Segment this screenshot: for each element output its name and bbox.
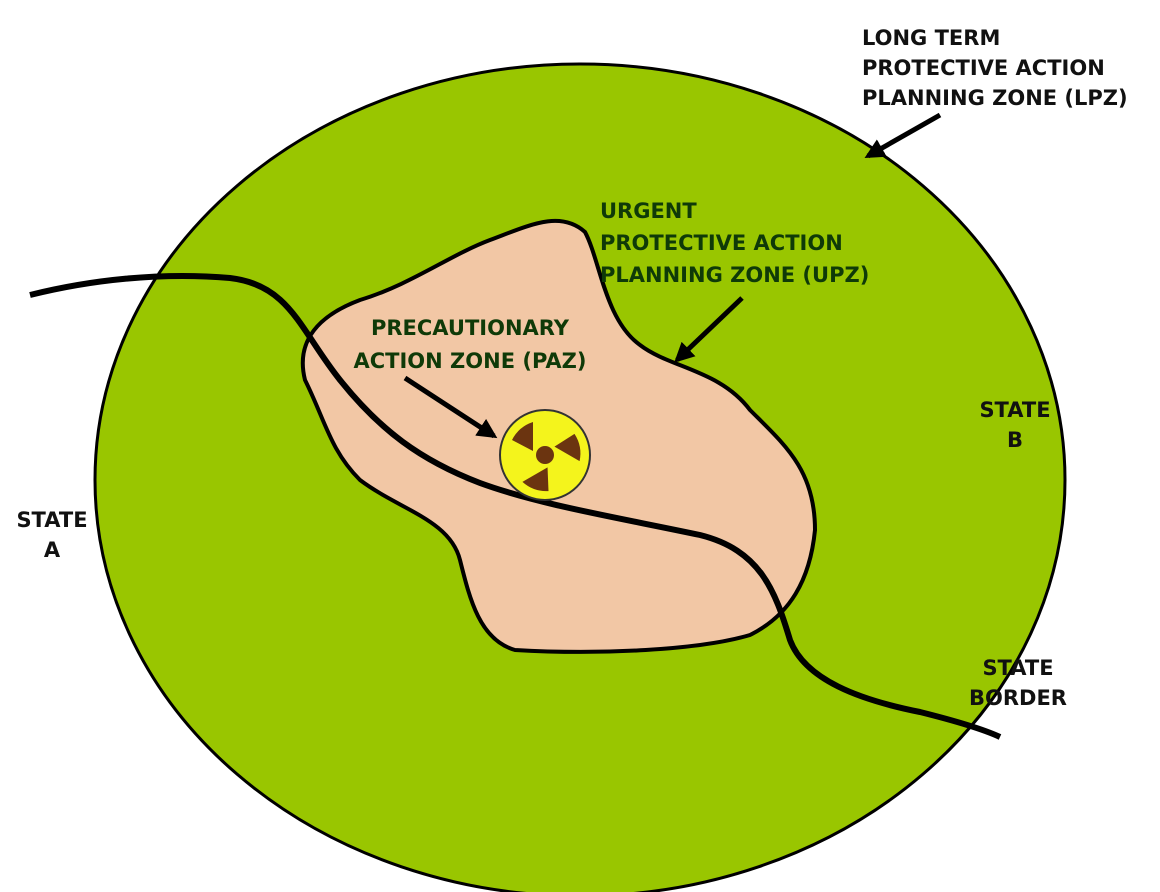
paz-arrow [403, 375, 498, 439]
upz-label: PROTECTIVE ACTION [600, 231, 843, 255]
lpz-label: PROTECTIVE ACTION [862, 56, 1105, 80]
upz-label: URGENT [600, 199, 697, 223]
state-a-label: STATE [16, 508, 87, 532]
paz-label: ACTION ZONE (PAZ) [354, 349, 587, 373]
state-a-label: A [44, 538, 61, 562]
lpz-label: PLANNING ZONE (LPZ) [862, 86, 1128, 110]
state-b-label: STATE [979, 398, 1050, 422]
state-border-label: BORDER [969, 686, 1067, 710]
lpz-arrow [864, 112, 942, 159]
upz-arrow [674, 296, 744, 363]
paz-label: PRECAUTIONARY [371, 316, 570, 340]
upz-label: PLANNING ZONE (UPZ) [600, 263, 869, 287]
state-b-label: B [1007, 428, 1023, 452]
radiation-symbol [499, 409, 591, 501]
lpz-label: LONG TERM [862, 26, 1000, 50]
state-border-label: STATE [982, 656, 1053, 680]
